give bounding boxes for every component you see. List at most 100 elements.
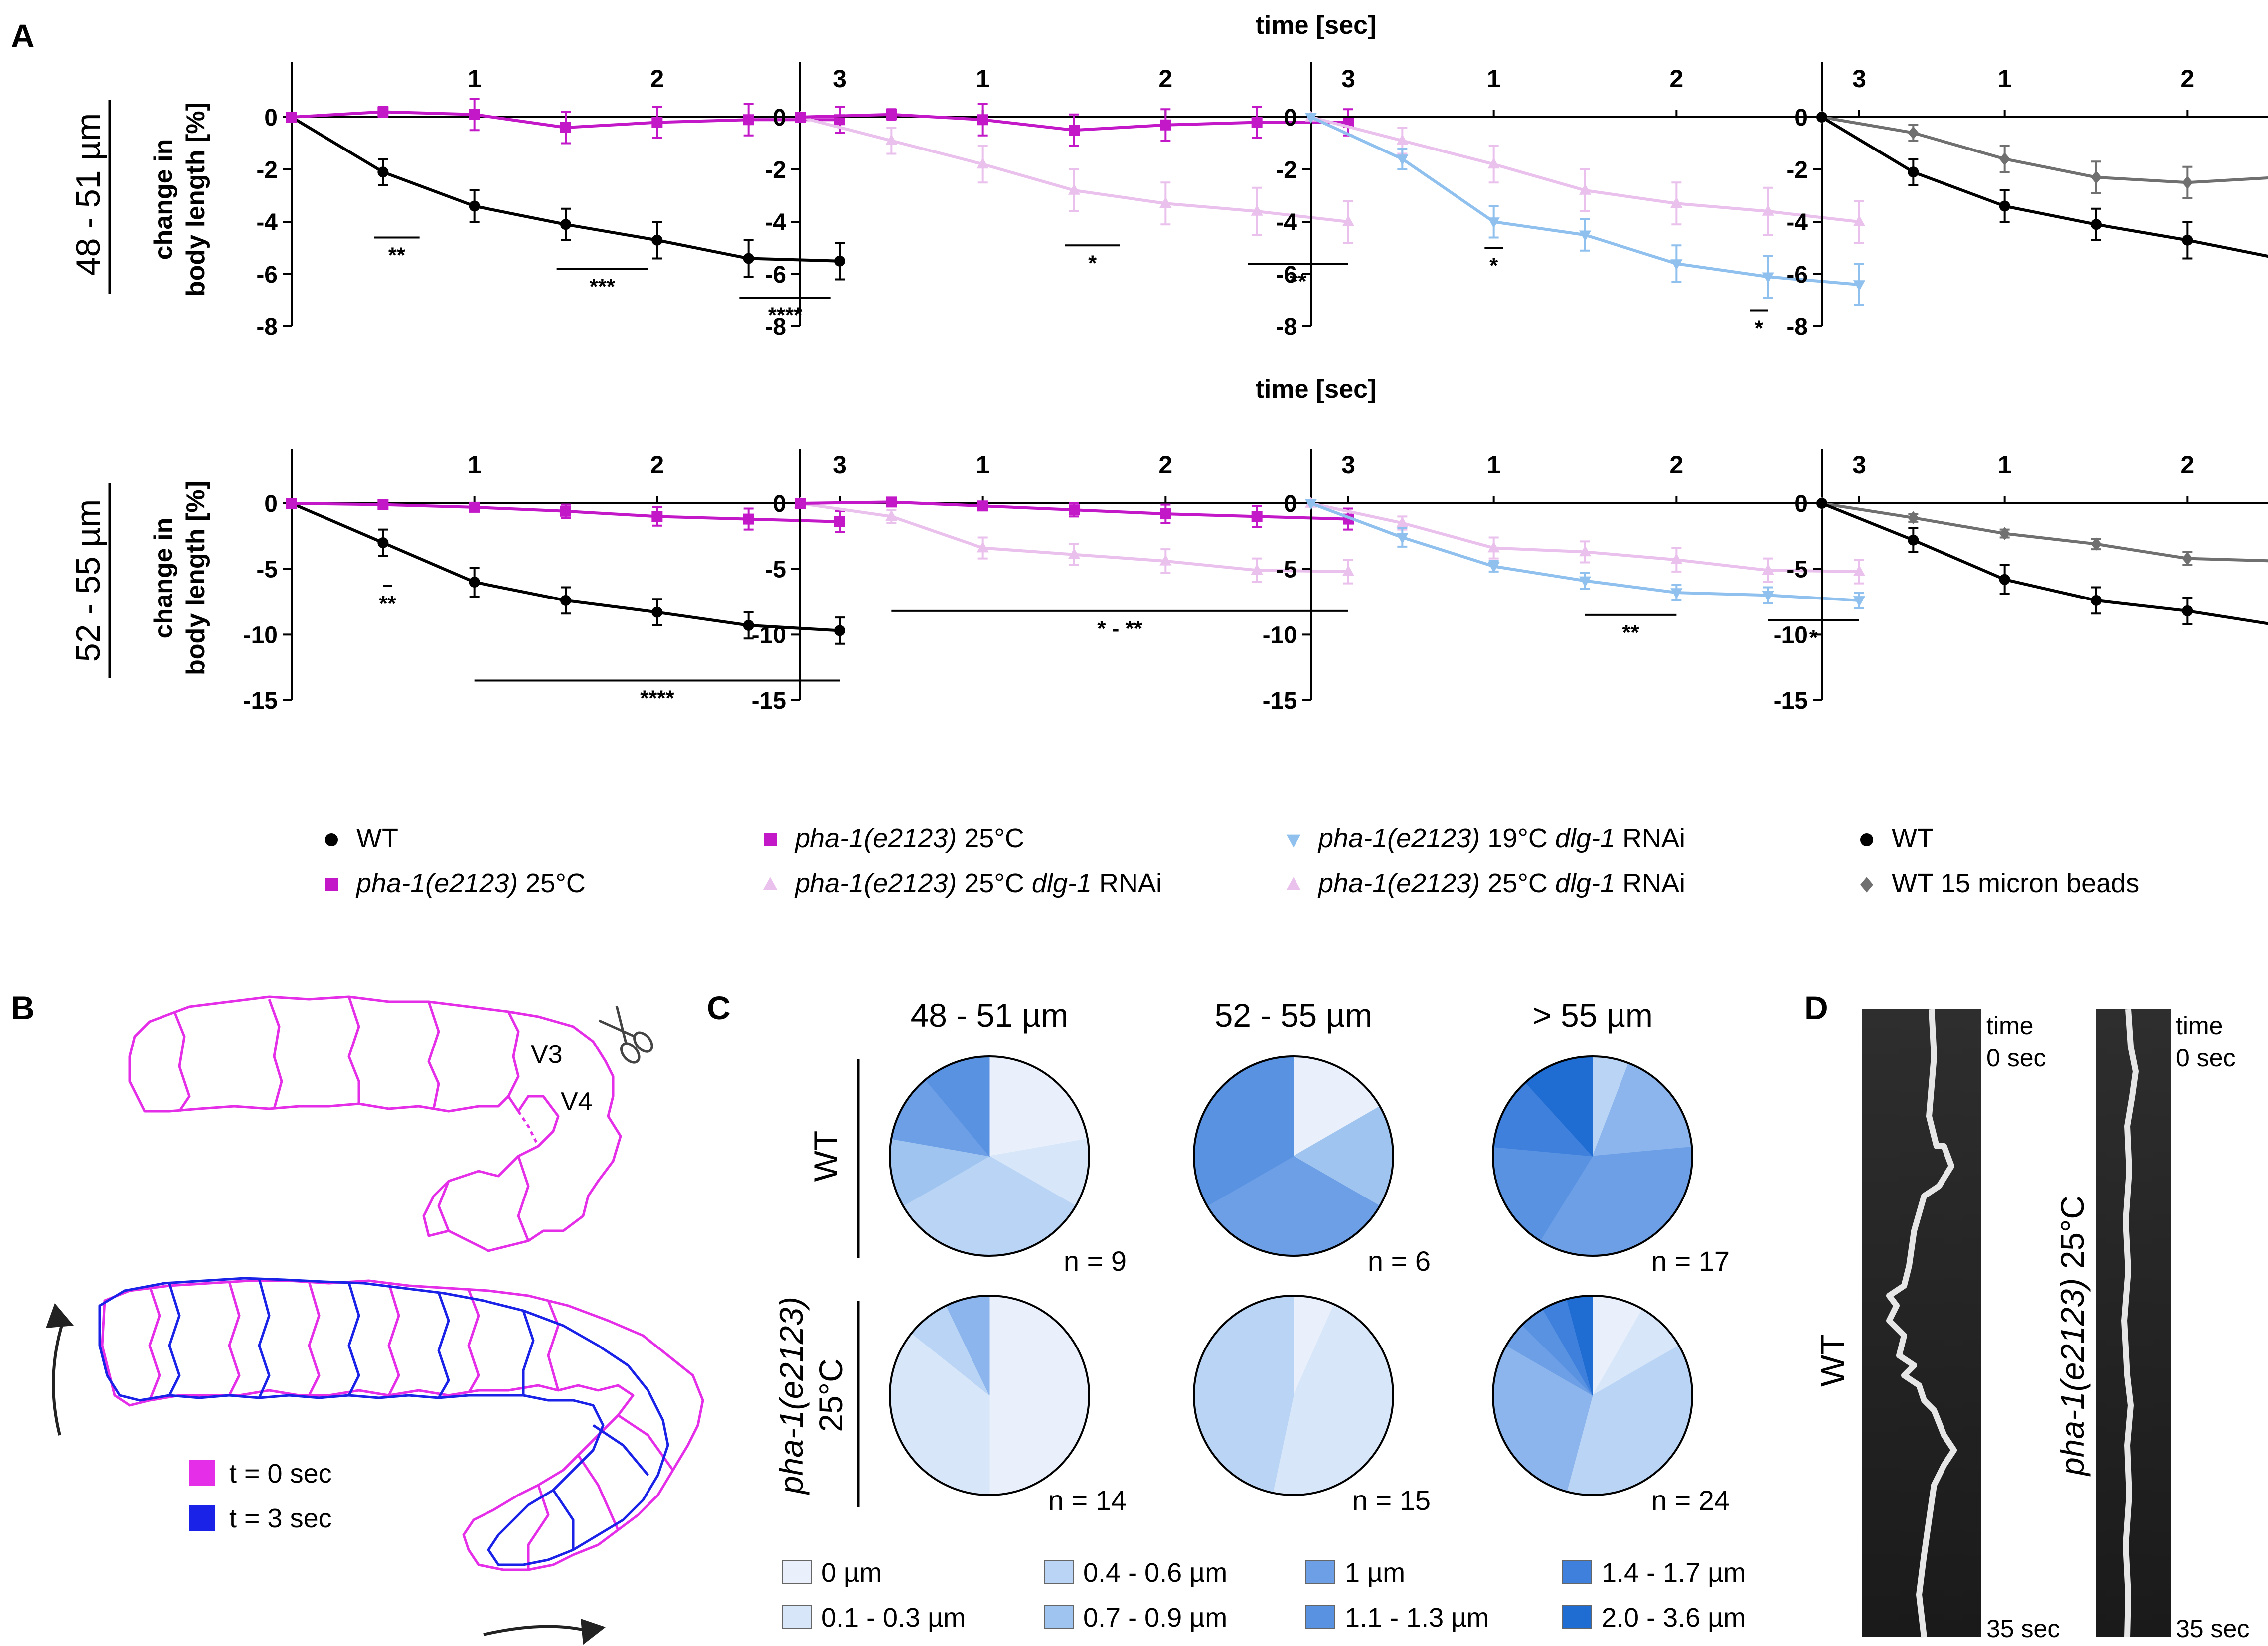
data-point (377, 106, 389, 118)
kymo-pha-t35: 35 sec (2176, 1615, 2249, 1643)
y-tick-label: 0 (773, 105, 786, 131)
data-point (1396, 533, 1409, 544)
data-point (1159, 197, 1172, 208)
legend-marker (1860, 833, 1873, 846)
pie-outline (889, 1055, 1090, 1257)
x-tick-label: 3 (1852, 451, 1866, 479)
data-point (2182, 605, 2193, 616)
data-point (1853, 280, 1866, 292)
pie-legend-swatch (1305, 1560, 1335, 1584)
y-tick-label: 0 (773, 491, 786, 517)
series-1 (1304, 113, 1866, 306)
pie-legend-label: 0.7 - 0.9 µm (1083, 1603, 1227, 1633)
data-point (1762, 564, 1774, 575)
data-point (1396, 134, 1409, 146)
data-point (286, 498, 297, 509)
data-point (1853, 215, 1866, 226)
x-tick-label: 2 (650, 65, 664, 93)
x-tick-label: 1 (976, 451, 990, 479)
legend-label: WT (1892, 823, 1934, 853)
data-point (885, 134, 898, 146)
arrowhead-right (581, 1619, 606, 1645)
pie-n-label: n = 14 (1048, 1485, 1127, 1516)
data-point (1160, 119, 1171, 131)
y-tick-label: -10 (243, 622, 278, 648)
y-axis-label-line1: change in (149, 139, 178, 260)
line-chart-4: 0-5-10-151 2 3****** (243, 449, 847, 714)
data-point (560, 122, 571, 133)
y-tick-label: -8 (256, 314, 278, 340)
pie-chart-3: n = 14 (889, 1295, 1127, 1516)
x-tick-label: 1 (976, 65, 990, 93)
v4-label: V4 (561, 1087, 593, 1116)
row-label-48-51: 48 - 51 µm (69, 100, 111, 294)
kymograph-pha (2096, 1009, 2171, 1638)
series-0 (1304, 496, 1866, 585)
pie-outline (1492, 1055, 1693, 1257)
pie-slice (989, 1295, 1090, 1496)
data-point (1487, 562, 1500, 573)
pie-charts: n = 9 n = 6 n = 17 n = 14 n = 15 n = 24 (889, 1055, 1730, 1516)
kymograph-wt-trace (1886, 1009, 1957, 1638)
y-tick-label: -10 (1774, 622, 1808, 648)
significance-label: ** (379, 592, 396, 616)
legend-marker (1860, 877, 1873, 893)
data-point (743, 619, 754, 631)
data-point (1853, 596, 1866, 607)
pie-n-label: n = 17 (1651, 1245, 1730, 1277)
legend-label-rest2: RNAi (1615, 823, 1685, 853)
data-point (377, 537, 389, 548)
data-point (886, 496, 897, 508)
data-point (560, 595, 571, 606)
time-axis-label-top: time [sec] (1256, 11, 1377, 40)
y-tick-label: -6 (1276, 262, 1297, 288)
legend-label-italic2: dlg-1 (1555, 823, 1615, 853)
data-point (1670, 588, 1683, 599)
data-point (377, 166, 389, 178)
data-point (651, 234, 663, 246)
kymo-pha-time: time (2176, 1012, 2223, 1040)
y-tick-label: 0 (1284, 491, 1297, 517)
legend-label-rest: 25°C (957, 823, 1024, 853)
legend-label: pha-1(e2123) 19°C dlg-1 RNAi (1317, 823, 1685, 853)
data-point (1579, 230, 1592, 242)
kymo-wt-t0: 0 sec (1986, 1044, 2046, 1072)
legend-t0-label: t = 0 sec (229, 1459, 332, 1489)
line-chart-2: 0 -2 -4 -6 -8 1 2 3 * * (1276, 62, 1866, 341)
data-point (469, 577, 480, 588)
pie-row-label-pha-temp: 25°C (812, 1358, 849, 1432)
data-point (469, 501, 480, 513)
legend-label-italic: pha-1(e2123) (1317, 823, 1480, 853)
y-tick-label: -8 (1786, 314, 1808, 340)
kymo-wt-t35: 35 sec (1986, 1615, 2060, 1643)
kymo-pha-label: pha-1(e2123) 25°C (2054, 1196, 2091, 1477)
data-point (1908, 534, 1919, 546)
data-point (2182, 552, 2193, 565)
data-point (560, 505, 571, 517)
data-point (651, 606, 663, 618)
significance-label: *** (590, 275, 616, 299)
series-1 (795, 103, 1354, 147)
y-tick-label: -5 (256, 557, 278, 583)
series-1 (1816, 112, 2268, 260)
pie-row-label-pha: pha-1(e2123) (773, 1297, 810, 1495)
data-point (1908, 166, 1919, 178)
y-axis-label-bottom: change in body length [%] (149, 481, 210, 675)
data-point (651, 511, 663, 522)
data-point (1816, 498, 1827, 509)
data-point (795, 498, 806, 509)
series-1 (286, 498, 845, 533)
x-tick-label: 2 (2180, 65, 2194, 93)
data-point (1762, 204, 1774, 216)
data-point (1579, 183, 1592, 195)
line-chart-1: 0-2-4-6-81 2 3*** (765, 62, 1355, 340)
data-point (1251, 204, 1263, 216)
pie-chart-1: n = 6 (1193, 1055, 1431, 1277)
y-tick-label: -6 (1786, 262, 1808, 288)
y-tick-label: -10 (1263, 622, 1297, 648)
y-axis-label-line2: body length [%] (181, 102, 210, 297)
data-point (469, 109, 480, 120)
data-point (1487, 217, 1500, 229)
